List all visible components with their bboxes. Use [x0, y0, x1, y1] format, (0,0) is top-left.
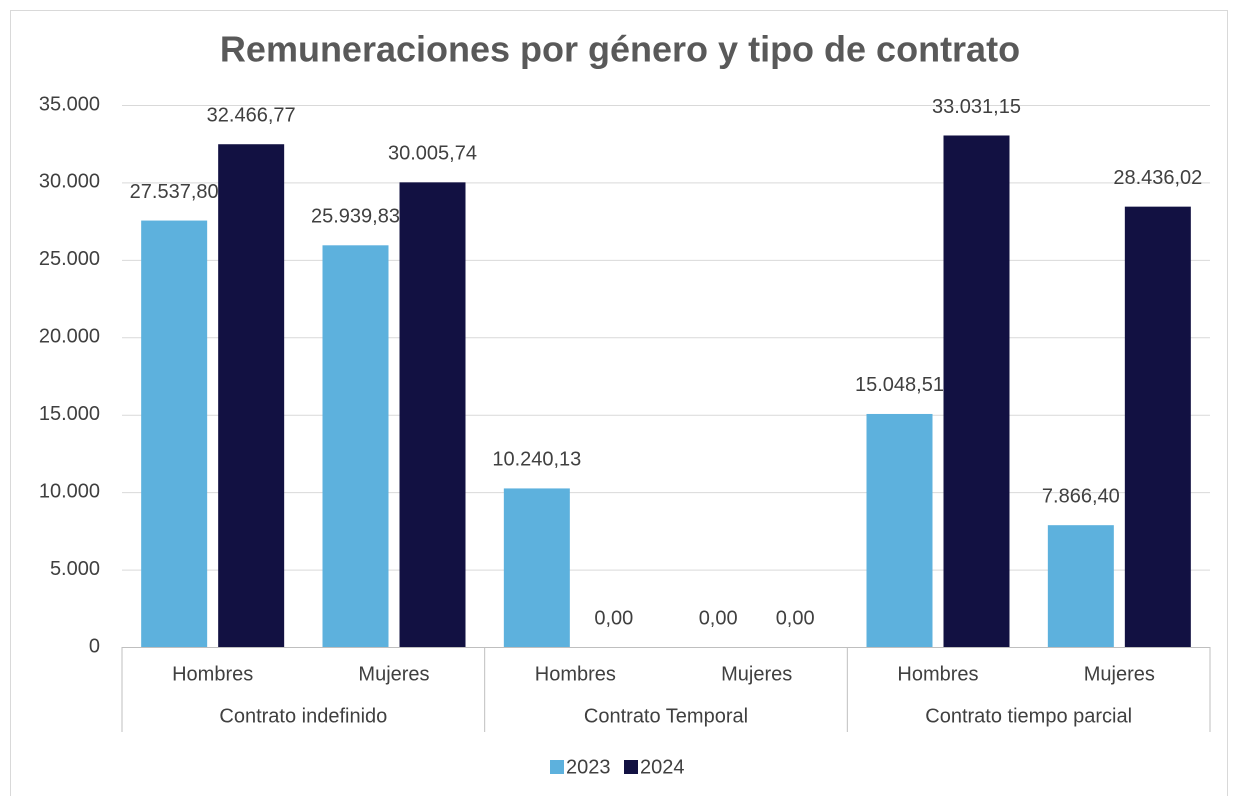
value-label: 15.048,51	[855, 374, 944, 396]
x-tick-label: Mujeres	[721, 663, 792, 685]
y-tick-label: 5.000	[50, 558, 100, 580]
legend-swatch	[550, 760, 564, 774]
x-tick-label: Hombres	[172, 663, 253, 685]
chart-title: Remuneraciones por género y tipo de cont…	[220, 29, 1020, 70]
legend-label: 2024	[640, 756, 685, 778]
group-label: Contrato indefinido	[219, 705, 387, 727]
bar	[1124, 206, 1191, 647]
value-label: 0,00	[699, 607, 738, 629]
y-tick-label: 25.000	[39, 248, 100, 270]
value-label: 33.031,15	[932, 96, 1021, 118]
y-tick-label: 10.000	[39, 480, 100, 502]
y-tick-label: 30.000	[39, 171, 100, 193]
value-label: 32.466,77	[207, 105, 296, 127]
legend-swatch	[624, 760, 638, 774]
bar	[141, 220, 208, 647]
value-label: 10.240,13	[492, 449, 581, 471]
legend-label: 2023	[566, 756, 611, 778]
value-label: 0,00	[776, 607, 815, 629]
bar	[399, 182, 466, 648]
y-tick-label: 35.000	[39, 93, 100, 115]
bar	[866, 413, 933, 647]
value-label: 27.537,80	[130, 181, 219, 203]
bar	[322, 245, 389, 647]
x-tick-label: Mujeres	[358, 663, 429, 685]
bar	[1047, 525, 1114, 647]
value-label: 0,00	[594, 607, 633, 629]
bar	[503, 488, 570, 647]
group-label: Contrato Temporal	[584, 705, 748, 727]
y-tick-label: 15.000	[39, 403, 100, 425]
value-label: 28.436,02	[1113, 167, 1202, 189]
y-tick-label: 20.000	[39, 326, 100, 348]
chart-frame	[10, 10, 1228, 796]
value-label: 7.866,40	[1042, 485, 1120, 507]
x-tick-label: Hombres	[535, 663, 616, 685]
x-tick-label: Mujeres	[1084, 663, 1155, 685]
value-label: 30.005,74	[388, 143, 477, 165]
value-label: 25.939,83	[311, 206, 400, 228]
group-label: Contrato tiempo parcial	[925, 705, 1132, 727]
bar	[218, 144, 285, 647]
bar	[943, 135, 1010, 647]
x-tick-label: Hombres	[897, 663, 978, 685]
y-tick-label: 0	[89, 635, 100, 657]
